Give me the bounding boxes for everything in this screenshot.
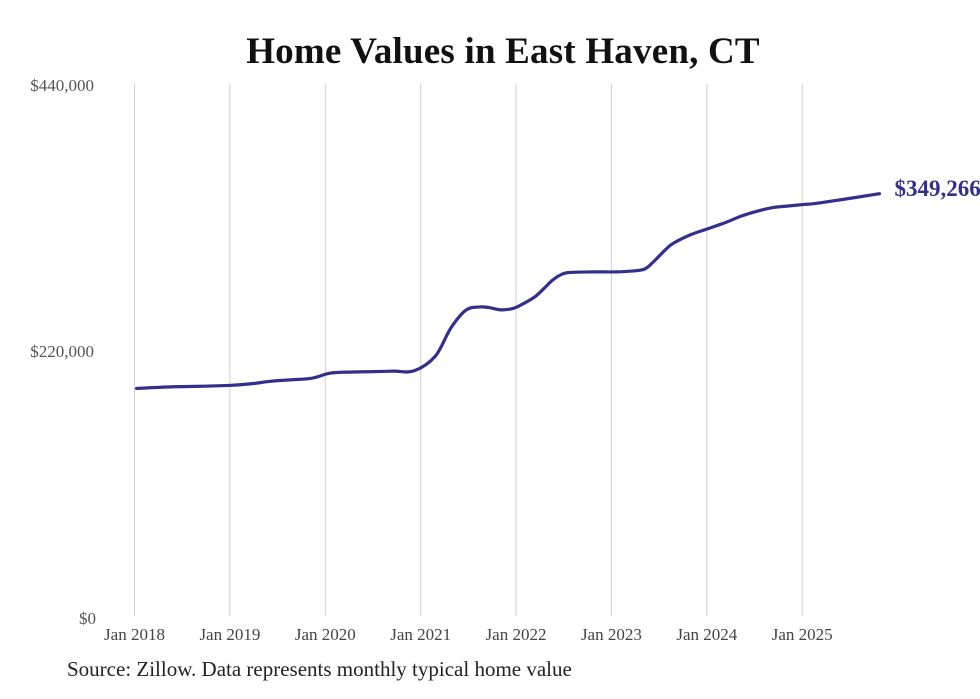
svg-text:Jan 2025: Jan 2025 [772,625,833,644]
svg-text:$440,000: $440,000 [30,76,94,95]
svg-text:Jan 2022: Jan 2022 [486,625,547,644]
svg-text:Jan 2020: Jan 2020 [295,625,356,644]
svg-text:Jan 2024: Jan 2024 [676,625,737,644]
svg-text:$220,000: $220,000 [30,342,94,361]
svg-text:Jan 2019: Jan 2019 [199,625,260,644]
svg-text:$349,266: $349,266 [895,176,980,201]
svg-text:Jan 2018: Jan 2018 [104,625,165,644]
svg-text:Jan 2023: Jan 2023 [581,625,642,644]
svg-text:$0: $0 [79,609,96,628]
svg-text:Jan 2021: Jan 2021 [390,625,451,644]
